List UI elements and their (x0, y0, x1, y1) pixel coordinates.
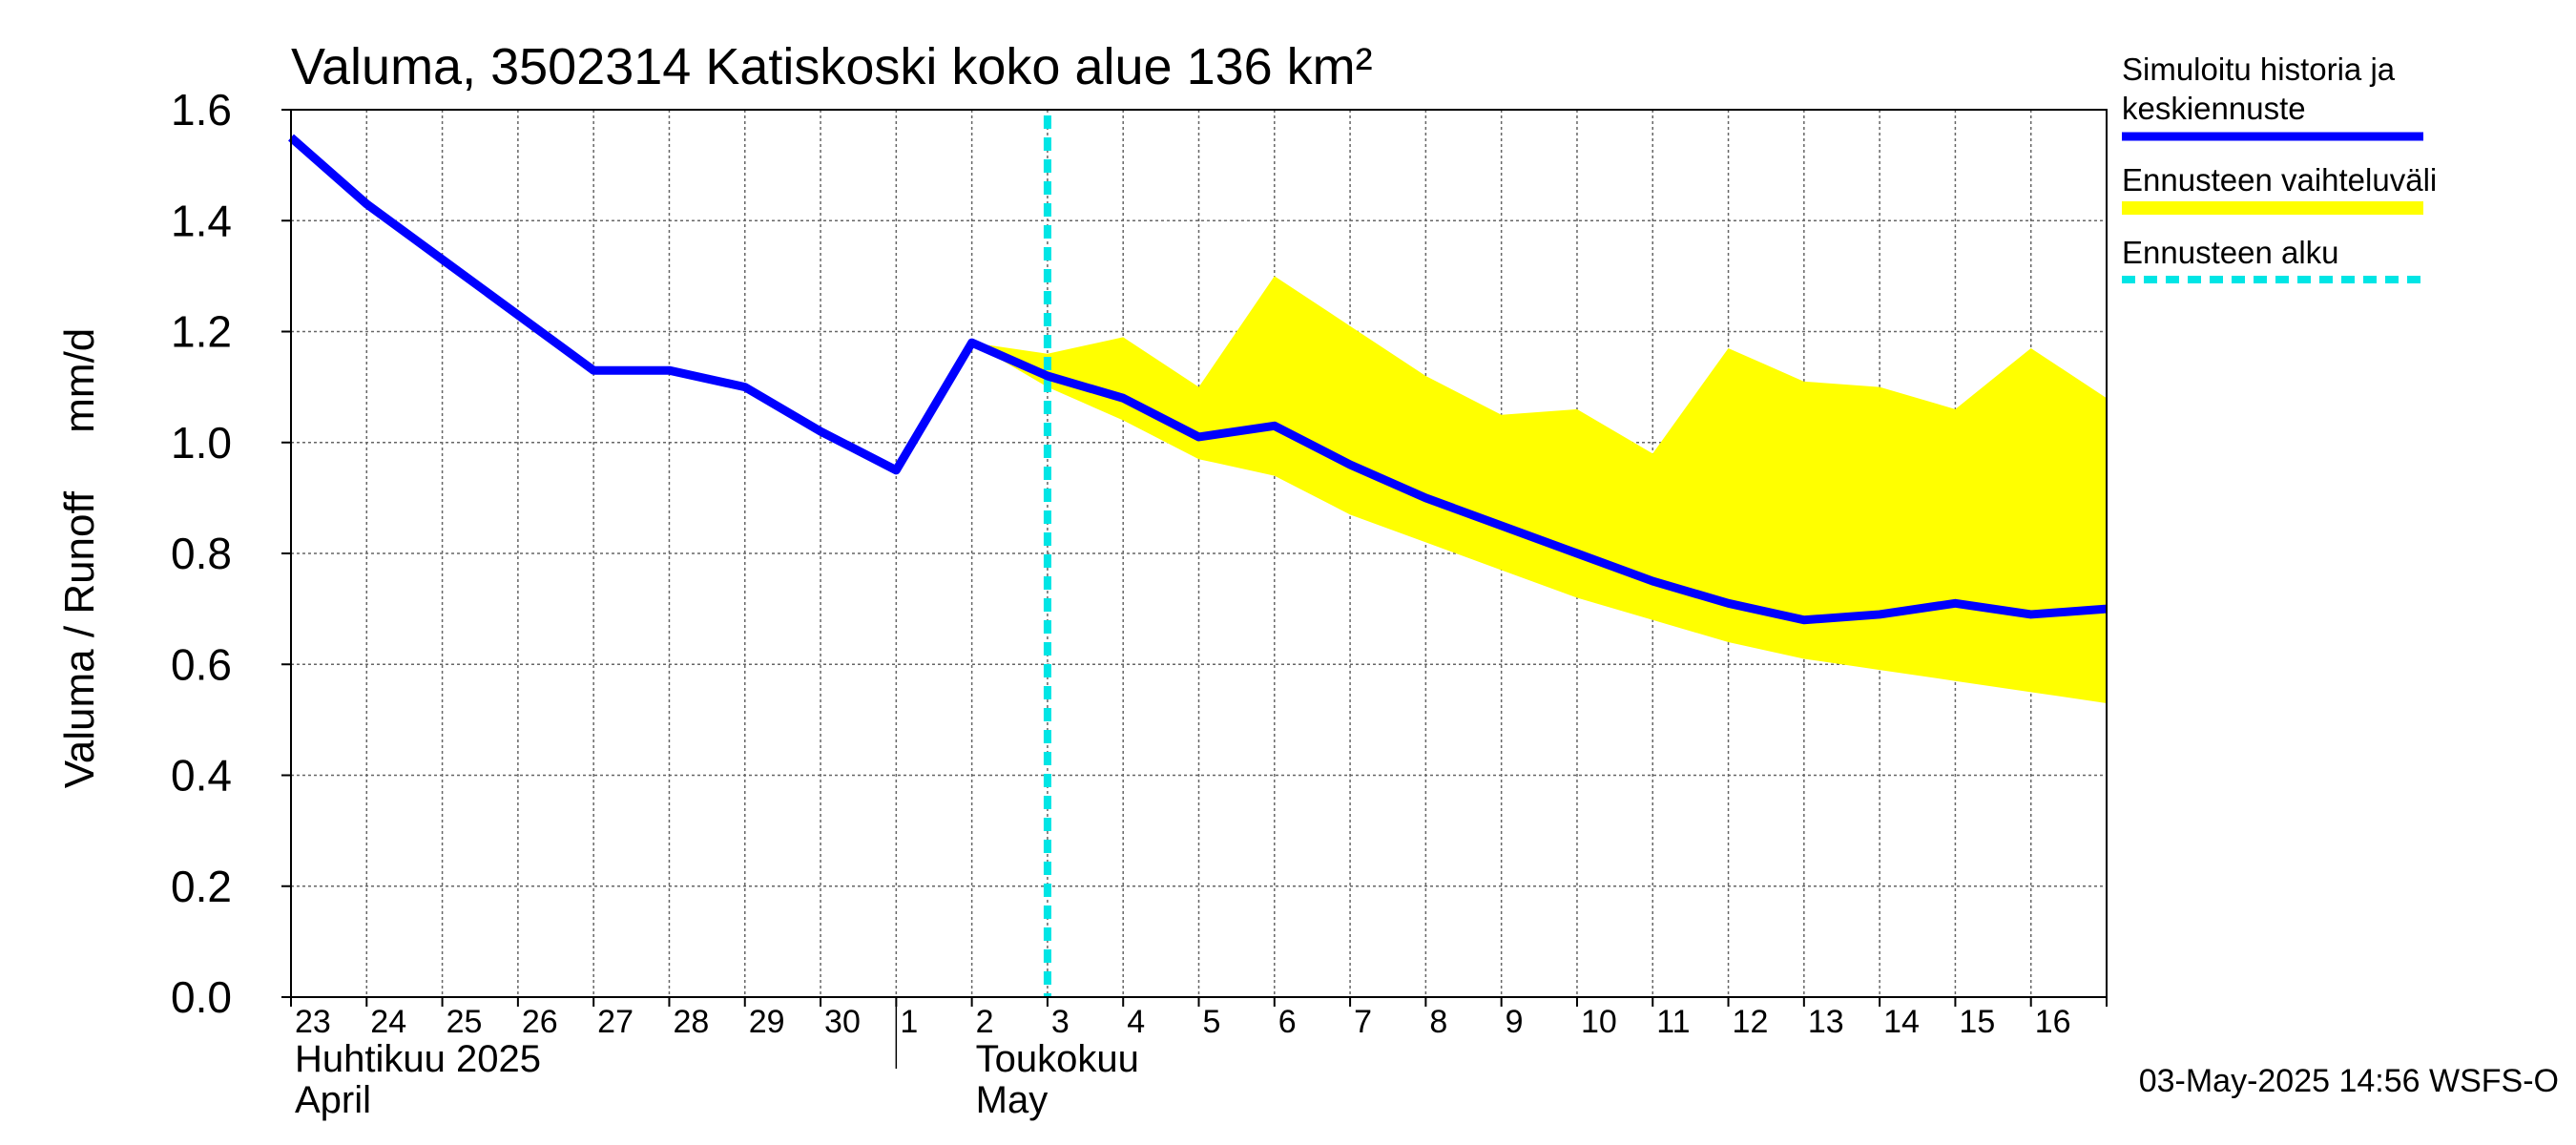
y-axis-label: Valuma / Runoff mm/d (56, 328, 103, 789)
x-day-label: 2 (976, 1004, 994, 1040)
month-label-fi: Huhtikuu 2025 (295, 1038, 541, 1080)
y-axis: 0.0 0.2 0.4 0.6 0.8 1.0 1.2 1.4 1.6 (171, 85, 291, 1022)
forecast-range-area (971, 276, 2107, 703)
x-day-label: 13 (1808, 1004, 1844, 1040)
legend-label: Ennusteen alku (2122, 235, 2339, 270)
x-day-label: 1 (900, 1004, 918, 1040)
x-day-label: 23 (295, 1004, 331, 1040)
y-tick-label: 1.4 (171, 196, 232, 245)
x-day-label: 27 (597, 1004, 634, 1040)
x-day-label: 24 (370, 1004, 406, 1040)
x-day-label: 5 (1203, 1004, 1221, 1040)
x-day-label: 4 (1127, 1004, 1145, 1040)
y-tick-label: 0.8 (171, 529, 232, 578)
legend-label: Simuloitu historia ja (2122, 52, 2396, 87)
y-tick-label: 1.6 (171, 85, 232, 135)
timestamp-footer: 03-May-2025 14:56 WSFS-O (2139, 1063, 2559, 1099)
x-day-label: 25 (447, 1004, 483, 1040)
legend: Simuloitu historia ja keskiennuste Ennuste… (2122, 52, 2437, 283)
legend-label: keskiennuste (2122, 91, 2306, 126)
series-lines (288, 134, 2108, 625)
x-day-label: 12 (1733, 1004, 1769, 1040)
x-day-label: 26 (522, 1004, 558, 1040)
x-day-label: 9 (1506, 1004, 1524, 1040)
chart-title: Valuma, 3502314 Katiskoski koko alue 136… (291, 38, 1373, 95)
y-tick-label: 1.2 (171, 307, 232, 357)
x-day-label: 28 (673, 1004, 709, 1040)
y-tick-label: 0.2 (171, 862, 232, 911)
x-day-label: 30 (824, 1004, 861, 1040)
month-label-fi: Toukokuu (976, 1038, 1139, 1080)
x-day-label: 11 (1656, 1004, 1690, 1040)
y-tick-label: 1.0 (171, 418, 232, 468)
x-day-label: 10 (1581, 1004, 1617, 1040)
x-day-label: 3 (1051, 1004, 1070, 1040)
month-label-en: May (976, 1079, 1049, 1121)
y-tick-label: 0.6 (171, 639, 232, 689)
legend-label: Ennusteen vaihteluväli (2122, 162, 2437, 198)
x-day-label: 6 (1278, 1004, 1297, 1040)
x-day-label: 7 (1354, 1004, 1372, 1040)
x-axis: 23 24 25 26 27 28 29 30 1 2 3 4 5 6 7 8 9 10 11 12 13 14 15 16H… (290, 997, 2108, 1121)
series-line-simulated (288, 134, 2108, 625)
x-day-label: 15 (1959, 1004, 1995, 1040)
x-day-label: 14 (1883, 1004, 1920, 1040)
y-tick-label: 0.0 (171, 972, 232, 1022)
y-tick-label: 0.4 (171, 751, 232, 801)
x-day-label: 29 (749, 1004, 785, 1040)
x-day-label: 8 (1429, 1004, 1447, 1040)
x-day-label: 16 (2035, 1004, 2071, 1040)
month-label-en: April (295, 1079, 371, 1121)
forecast-range-band (971, 276, 2107, 703)
